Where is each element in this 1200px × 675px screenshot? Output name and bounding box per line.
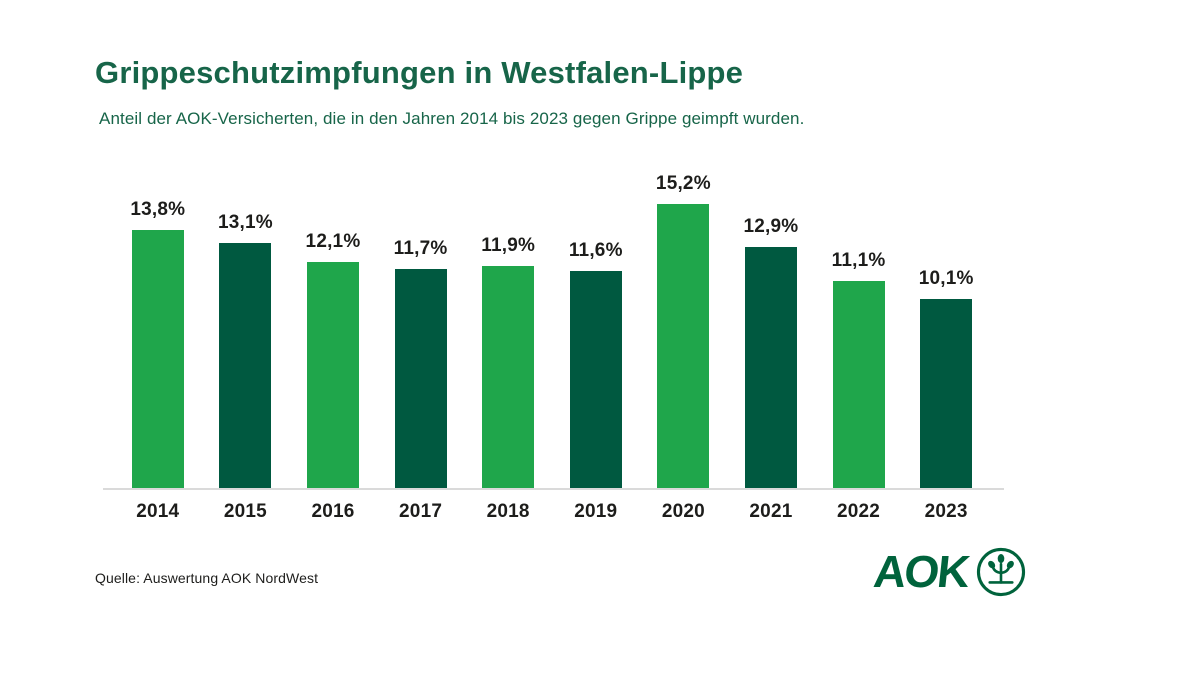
aok-logo: AOK — [871, 546, 1027, 598]
bar-column-2016: 12,1% 2016 — [289, 170, 377, 522]
bar-value-label: 13,8% — [130, 199, 186, 220]
bar-2023 — [920, 299, 973, 489]
bar-2017 — [394, 269, 447, 489]
bar-value-label: 11,7% — [393, 238, 448, 259]
bar-2015 — [219, 243, 272, 489]
bar-column-2020: 15,2% 2020 — [640, 170, 728, 522]
bar-2016 — [306, 262, 359, 489]
source-note: Quelle: Auswertung AOK NordWest — [95, 570, 319, 586]
bar-column-2014: 13,8% 2014 — [114, 170, 202, 522]
bar-column-2017: 11,7% 2017 — [377, 170, 465, 522]
x-axis-label-2015: 2015 — [223, 501, 267, 522]
bar-value-label: 12,9% — [743, 216, 799, 237]
x-axis-label-2014: 2014 — [136, 501, 180, 522]
x-axis-label-2016: 2016 — [311, 501, 355, 522]
bar-value-label: 13,1% — [217, 212, 273, 233]
x-axis-label-2020: 2020 — [661, 501, 705, 522]
bar-value-label: 11,6% — [568, 240, 623, 261]
bar-value-label: 11,9% — [481, 235, 536, 256]
x-axis-label-2019: 2019 — [574, 501, 618, 522]
bar-column-2019: 11,6% 2019 — [552, 170, 640, 522]
page-subtitle: Anteil der AOK-Versicherten, die in den … — [99, 109, 805, 128]
bar-2018 — [482, 266, 535, 489]
x-axis-label-2018: 2018 — [486, 501, 530, 522]
bar-2020 — [657, 204, 710, 489]
bar-chart: 13,8% 2014 13,1% 2015 12,1% 2016 11,7% 2017 11,9… — [114, 170, 990, 522]
bar-2022 — [832, 281, 885, 489]
page-title: Grippeschutzimpfungen in Westfalen-Lippe — [95, 55, 744, 90]
bar-column-2023: 10,1% 2023 — [902, 170, 990, 522]
bar-2014 — [131, 230, 184, 489]
bar-2021 — [744, 247, 797, 489]
x-axis-label-2023: 2023 — [924, 501, 968, 522]
x-axis-label-2022: 2022 — [837, 501, 881, 522]
bar-column-2015: 13,1% 2015 — [202, 170, 290, 522]
bar-column-2021: 12,9% 2021 — [727, 170, 815, 522]
bar-value-label: 12,1% — [305, 231, 361, 252]
bar-column-2018: 11,9% 2018 — [464, 170, 552, 522]
x-axis-line — [103, 488, 1004, 490]
bar-value-label: 11,1% — [831, 250, 886, 271]
x-axis-label-2021: 2021 — [749, 501, 793, 522]
aok-tree-icon — [976, 547, 1026, 597]
bar-value-label: 15,2% — [655, 173, 711, 194]
bar-column-2022: 11,1% 2022 — [815, 170, 903, 522]
x-axis-label-2017: 2017 — [399, 501, 443, 522]
bar-value-label: 10,1% — [918, 268, 974, 289]
aok-logo-text: AOK — [871, 546, 971, 597]
bar-2019 — [569, 271, 622, 489]
